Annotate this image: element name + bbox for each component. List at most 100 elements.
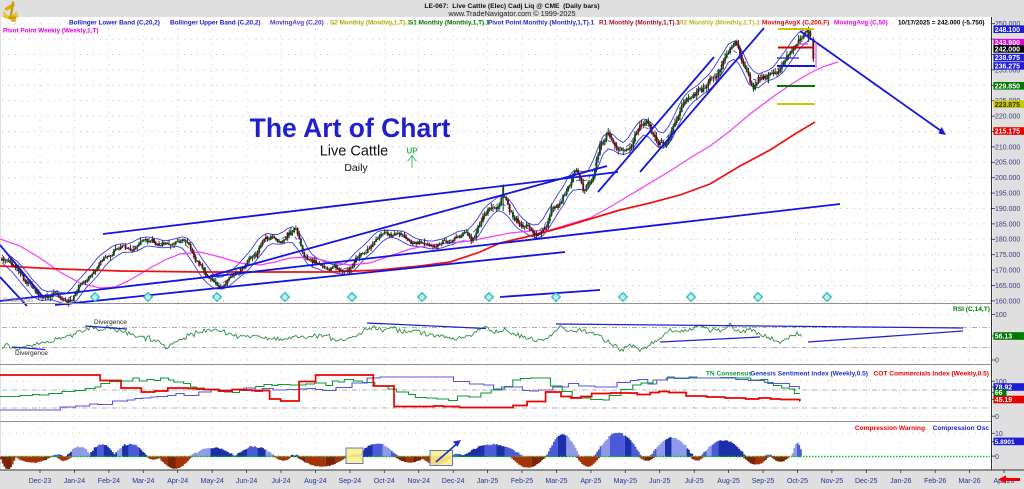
svg-text:Feb-24: Feb-24 (98, 478, 120, 485)
svg-text:190.000: 190.000 (995, 206, 1020, 213)
svg-text:R: R (420, 295, 424, 301)
svg-text:160.000: 160.000 (995, 298, 1020, 305)
svg-text:R: R (283, 295, 287, 301)
svg-text:Apr-25: Apr-25 (580, 478, 601, 485)
svg-text:R: R (146, 295, 150, 301)
svg-text:10/17/2025 = 242.000 (-5.750): 10/17/2025 = 242.000 (-5.750) (898, 20, 985, 27)
svg-text:Feb-25: Feb-25 (511, 478, 533, 485)
svg-text:165.000: 165.000 (995, 283, 1020, 290)
svg-text:Compression Osc: Compression Osc (933, 425, 990, 432)
svg-text:Jan-24: Jan-24 (64, 478, 86, 485)
svg-text:170.000: 170.000 (995, 268, 1020, 275)
svg-text:210.000: 210.000 (995, 144, 1020, 151)
svg-text:Pivot Point Weekly (Weekly,1,T: Pivot Point Weekly (Weekly,1,T) (3, 28, 99, 35)
svg-text:Daily: Daily (344, 162, 368, 174)
svg-text:MovingAvgX (C,200,F): MovingAvgX (C,200,F) (762, 20, 829, 27)
svg-text:Compression Warning: Compression Warning (855, 425, 925, 432)
svg-text:Mar-25: Mar-25 (545, 478, 567, 485)
svg-text:56.13: 56.13 (995, 334, 1013, 341)
svg-text:66: 66 (995, 390, 1003, 397)
svg-text:10: 10 (995, 431, 1003, 438)
svg-text:R: R (350, 295, 354, 301)
svg-text:45.19: 45.19 (995, 397, 1013, 404)
svg-text:Jan-25: Jan-25 (477, 478, 499, 485)
svg-text:238.975: 238.975 (995, 55, 1020, 62)
svg-text:Mar-24: Mar-24 (132, 478, 154, 485)
svg-text:5.8901: 5.8901 (995, 439, 1015, 446)
svg-text:Jun-24: Jun-24 (236, 478, 258, 485)
svg-text:Jul-24: Jul-24 (271, 478, 290, 485)
svg-text:Divergence: Divergence (94, 319, 127, 326)
svg-text:Dec-24: Dec-24 (442, 478, 465, 485)
svg-text:Apr-24: Apr-24 (167, 478, 188, 485)
svg-text:COT Commercials Index (Weekly,: COT Commercials Index (Weekly,0.5) (873, 371, 989, 378)
svg-text:R: R (215, 295, 219, 301)
svg-text:S2 Monthly (Monthly,1,T).1: S2 Monthly (Monthly,1,T).1 (330, 20, 411, 27)
svg-text:Bollinger Lower Band (C,20,2): Bollinger Lower Band (C,20,2) (69, 20, 160, 27)
svg-text:LE-067: Live Cattle (Elec) Ca: LE-067: Live Cattle (Elec) Cadj Liq @ CM… (424, 3, 599, 10)
svg-text:200.000: 200.000 (995, 175, 1020, 182)
svg-text:Sep-25: Sep-25 (752, 478, 775, 485)
svg-text:Bollinger Upper Band (C,20,2): Bollinger Upper Band (C,20,2) (170, 20, 261, 27)
svg-text:100: 100 (995, 379, 1007, 386)
svg-text:R: R (93, 295, 97, 301)
svg-text:242.000: 242.000 (995, 47, 1020, 54)
svg-text:TN Consensus: TN Consensus (706, 371, 752, 378)
svg-text:220.000: 220.000 (995, 114, 1020, 121)
svg-text:250.000: 250.000 (995, 21, 1020, 28)
svg-text:R: R (689, 295, 693, 301)
svg-text:0: 0 (995, 358, 999, 365)
svg-text:www.TradeNavigator.com © 1999-: www.TradeNavigator.com © 1999-2025 (447, 9, 575, 18)
svg-text:0: 0 (995, 414, 999, 421)
svg-text:R: R (621, 295, 625, 301)
svg-text:185.000: 185.000 (995, 221, 1020, 228)
svg-text:Live Cattle: Live Cattle (320, 144, 389, 160)
svg-text:Jun-25: Jun-25 (649, 478, 671, 485)
svg-text:MovingAvg (C,20): MovingAvg (C,20) (270, 20, 324, 27)
svg-text:Nov-25: Nov-25 (821, 478, 844, 485)
svg-text:0: 0 (995, 454, 999, 461)
svg-text:R: R (756, 295, 760, 301)
svg-text:May-24: May-24 (201, 478, 224, 485)
svg-text:Dec-25: Dec-25 (855, 478, 878, 485)
svg-text:R: R (487, 295, 491, 301)
svg-text:235.000: 235.000 (995, 67, 1020, 74)
svg-text:R2 Monthly (Monthly,1,T).1: R2 Monthly (Monthly,1,T).1 (679, 20, 760, 27)
svg-text:May-25: May-25 (614, 478, 637, 485)
svg-text:248.100: 248.100 (995, 27, 1020, 34)
svg-text:Nov-24: Nov-24 (407, 478, 430, 485)
svg-text:195.000: 195.000 (995, 191, 1020, 198)
svg-text:R1 Monthly (Monthly,1,T).1: R1 Monthly (Monthly,1,T).1 (599, 20, 680, 27)
svg-text:MovingAvg (C,50): MovingAvg (C,50) (834, 20, 888, 27)
svg-text:Genesis Sentiment Index (Weekl: Genesis Sentiment Index (Weekly,0.5) (750, 371, 868, 378)
svg-text:Jul-25: Jul-25 (685, 478, 704, 485)
svg-text:Feb-26: Feb-26 (924, 478, 946, 485)
svg-text:S1 Monthly (Monthly,1,T).1: S1 Monthly (Monthly,1,T).1 (409, 20, 490, 27)
svg-text:78.92: 78.92 (995, 385, 1013, 392)
svg-text:100: 100 (995, 312, 1007, 319)
svg-text:175.000: 175.000 (995, 252, 1020, 259)
svg-text:The Art of Chart: The Art of Chart (250, 113, 451, 143)
svg-text:R: R (825, 295, 829, 301)
svg-text:236.275: 236.275 (995, 64, 1020, 71)
svg-text:R: R (554, 295, 558, 301)
svg-text:Oct-25: Oct-25 (787, 478, 808, 485)
svg-text:215.175: 215.175 (995, 129, 1020, 136)
svg-text:Divergence: Divergence (15, 350, 48, 357)
svg-text:223.875: 223.875 (995, 102, 1020, 109)
svg-text:Jan-26: Jan-26 (890, 478, 912, 485)
svg-text:Dec-23: Dec-23 (29, 478, 52, 485)
svg-text:Sep-24: Sep-24 (339, 478, 362, 485)
svg-text:243.900: 243.900 (995, 40, 1020, 47)
svg-text:180.000: 180.000 (995, 237, 1020, 244)
svg-text:RSI (C,14,T): RSI (C,14,T) (953, 306, 990, 313)
svg-text:Aug-25: Aug-25 (717, 478, 740, 485)
svg-text:Mar-26: Mar-26 (959, 478, 981, 485)
svg-text:© Genesis: © Genesis (3, 296, 34, 304)
svg-text:Oct-24: Oct-24 (374, 478, 395, 485)
svg-text:UP: UP (406, 147, 418, 156)
svg-text:Aug-24: Aug-24 (304, 478, 327, 485)
svg-text:229.850: 229.850 (995, 83, 1020, 90)
svg-text:Pivot Point Monthly (Monthly,1: Pivot Point Monthly (Monthly,1,T).1 (488, 20, 594, 27)
svg-text:205.000: 205.000 (995, 160, 1020, 167)
